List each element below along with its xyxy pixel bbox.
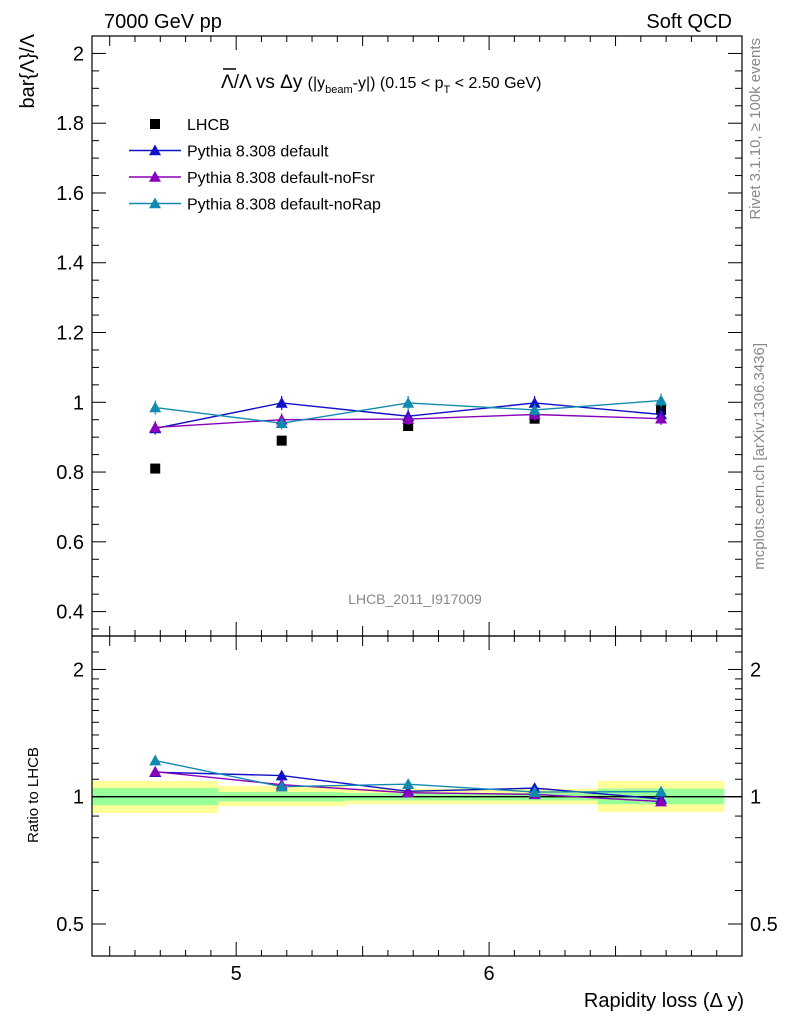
main-y-tick-label: 1.6 (56, 183, 84, 205)
ratio-data-point (149, 765, 162, 777)
ratio-y-axis-label: Ratio to LHCB (25, 747, 42, 843)
main-plot-title: Λ/Λ vs Δy (|ybeam-y|) (0.15 < pT < 2.50 … (221, 68, 541, 96)
ratio-y-tick-label-right: 0.5 (750, 914, 778, 936)
legend: LHCB Pythia 8.308 default Pythia 8.308 def… (129, 117, 381, 214)
mcplots-label: mcplots.cern.ch [arXiv:1306.3436] (751, 343, 768, 570)
analysis-watermark: LHCB_2011_I917009 (348, 591, 482, 607)
mc-data-point (655, 394, 668, 406)
main-y-tick-label: 2 (73, 43, 84, 65)
title-paren-close: < 2.50 GeV) (450, 75, 541, 92)
main-y-tick-label: 1.2 (56, 323, 84, 345)
legend-marker (149, 171, 161, 182)
main-y-tick-label: 0.4 (56, 602, 84, 624)
ratio-y-tick-label: 2 (73, 659, 84, 681)
ratio-y-tick-label-right: 1 (750, 787, 761, 809)
x-tick-label: 6 (484, 963, 495, 985)
main-y-axis-label: bar{Λ}/Λ (17, 33, 39, 108)
x-tick-label: 5 (231, 963, 242, 985)
ratio-data-point (528, 786, 541, 797)
lhcb-data-point (276, 435, 287, 446)
title-sub-beam: beam (325, 84, 353, 96)
mc-data-point (402, 413, 415, 424)
title-lambda-bar: Λ (221, 72, 234, 93)
mc-data-point (655, 412, 668, 424)
main-y-tick-label: 0.6 (56, 532, 84, 554)
ratio-plot-frame (91, 635, 743, 957)
title-ratio: /Λ vs Δy (234, 72, 308, 93)
main-plot-title-text: Λ/Λ vs Δy (|ybeam-y|) (0.15 < pT < 2.50 … (221, 72, 541, 96)
legend-entry-label: LHCB (187, 117, 230, 134)
ratio-data-point (655, 785, 668, 797)
mc-data-point (275, 396, 288, 408)
legend-marker (149, 197, 161, 209)
ratio-data-point (275, 769, 288, 781)
mc-data-point (275, 417, 288, 429)
ratio-data-point (655, 795, 668, 807)
legend-marker (149, 144, 161, 156)
main-y-tick-label: 1 (73, 392, 84, 414)
legend-entry-label: Pythia 8.308 default (187, 144, 329, 161)
title-sub-T: T (444, 84, 451, 96)
lhcb-data-point (150, 463, 161, 474)
title-paren-open: (|y (308, 75, 325, 92)
header-left-label: 7000 GeV pp (104, 11, 222, 33)
x-axis-label: Rapidity loss (Δ y) (584, 990, 744, 1012)
ratio-data-point (149, 754, 162, 766)
lhcb-data-point (403, 421, 414, 431)
ratio-plot-marks (92, 754, 742, 807)
ratio-y-tick-label-right: 2 (750, 659, 761, 681)
header-right-label: Soft QCD (646, 11, 732, 33)
main-y-tick-label: 1.4 (56, 253, 84, 275)
main-y-tick-label: 0.8 (56, 462, 84, 484)
title-paren-mid: -y|) (0.15 < p (353, 75, 444, 92)
axes-frame: 0.4 0.6 0.8 1 1.2 1.4 1.6 1.8 2 5 6 0.5 0.5 1 1 2 2 (56, 35, 778, 985)
ratio-y-tick-label: 1 (73, 787, 84, 809)
ratio-y-tick-label: 0.5 (56, 914, 84, 936)
ratio-data-point (402, 778, 415, 789)
legend-entry-label: Pythia 8.308 default-noRap (187, 197, 381, 214)
legend-marker-lhcb (150, 119, 160, 129)
rivet-version-label: Rivet 3.1.10, ≥ 100k events (747, 38, 764, 220)
legend-entry-label: Pythia 8.308 default-noFsr (187, 170, 375, 187)
mc-data-point (402, 396, 415, 408)
ratio-data-point (402, 786, 415, 798)
mc-data-point (149, 401, 162, 413)
mc-data-point (528, 396, 541, 408)
mc-data-point (528, 403, 541, 415)
ratio-data-point (275, 780, 288, 792)
mc-data-point (149, 421, 162, 433)
main-plot-marks (149, 393, 668, 474)
main-y-tick-label: 1.8 (56, 113, 84, 135)
